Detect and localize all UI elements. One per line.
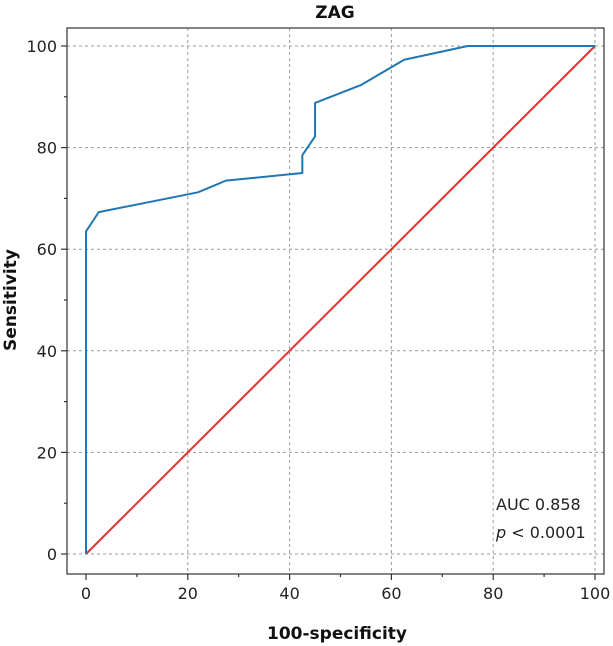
- reference-diagonal-line: [85, 45, 596, 555]
- x-tick-label-40: 40: [279, 584, 299, 603]
- x-tick-label-20: 20: [178, 584, 198, 603]
- x-tick-label-80: 80: [483, 584, 503, 603]
- series-group: [85, 45, 596, 555]
- y-axis-label: Sensitivity: [1, 249, 21, 351]
- axis-ticks: 0 20 40 60 80 100 0 20 40 60 80 100: [26, 37, 610, 603]
- x-tick-label-100: 100: [580, 584, 611, 603]
- p-symbol: p: [495, 523, 506, 542]
- y-tick-label-80: 80: [37, 139, 57, 158]
- y-tick-label-40: 40: [37, 342, 57, 361]
- y-tick-label-0: 0: [47, 545, 57, 564]
- chart-title: ZAG: [315, 3, 354, 23]
- x-tick-label-0: 0: [81, 584, 91, 603]
- p-value-annotation: p < 0.0001: [495, 523, 586, 542]
- y-tick-label-60: 60: [37, 240, 57, 259]
- plot-frame: [66, 27, 605, 575]
- x-axis-label: 100-specificity: [267, 624, 407, 644]
- p-value-text: < 0.0001: [506, 523, 586, 542]
- y-tick-label-100: 100: [26, 37, 57, 56]
- grid-lines: [67, 28, 604, 574]
- y-tick-label-20: 20: [37, 443, 57, 462]
- roc-curve-line: [85, 45, 595, 554]
- auc-annotation: AUC 0.858: [496, 495, 581, 514]
- x-tick-label-60: 60: [381, 584, 401, 603]
